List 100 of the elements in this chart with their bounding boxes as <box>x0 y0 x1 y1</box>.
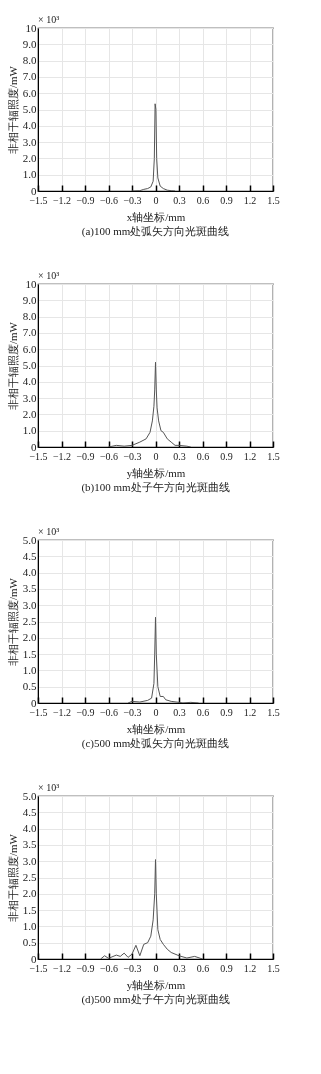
y-tick-label: 9.0 <box>22 293 37 306</box>
y-tick-label: 1.0 <box>22 663 37 676</box>
x-tick-label: 0 <box>153 450 159 462</box>
y-tick-label: 7.0 <box>22 326 37 339</box>
x-tick-label: 0.9 <box>220 194 233 206</box>
y-tick-label: 3.5 <box>22 582 37 595</box>
x-tick-label: 1.5 <box>267 706 280 718</box>
y-tick-label: 3.0 <box>22 598 37 611</box>
y-tick-label: 2.0 <box>22 631 37 644</box>
text: (d)500 mm处子午方向光斑曲线 <box>81 993 230 1006</box>
y-tick-label: 10 <box>25 21 37 34</box>
x-axis-title: x轴坐标/mm <box>126 722 186 735</box>
x-tick-label: −1.2 <box>52 706 72 718</box>
y-tick-label: 3.5 <box>22 838 37 851</box>
x-tick-label: −0.6 <box>99 962 119 974</box>
x-tick-label: −0.9 <box>76 706 95 718</box>
x-tick-label: 0 <box>153 962 159 974</box>
y-tick-label: 7.0 <box>22 70 37 83</box>
y-tick-label: 2.5 <box>22 615 37 627</box>
y-tick-label: 1.0 <box>22 424 37 437</box>
y-tick-label: 2.0 <box>22 887 37 900</box>
x-tick-label: 0.3 <box>173 194 186 206</box>
y-axis-title: 非相干辐照度/mW <box>6 577 19 666</box>
x-tick-label: 0.6 <box>196 962 210 974</box>
y-tick-label: 8.0 <box>22 54 37 67</box>
x-tick-label: 1.2 <box>243 706 257 718</box>
y-tick-label: 5.0 <box>22 789 37 802</box>
x-tick-label: 0.3 <box>173 706 186 718</box>
text: (a)100 mm处弧矢方向光斑曲线 <box>81 225 230 238</box>
x-tick-label: 0.9 <box>220 450 233 462</box>
x-tick-label: −0.3 <box>123 194 142 206</box>
x-tick-label: 0 <box>153 194 159 206</box>
y-tick-label: 5.0 <box>22 359 37 371</box>
y-tick-label: 5.0 <box>22 103 37 115</box>
x-tick-label: −1.5 <box>29 962 48 974</box>
x-tick-label: −1.2 <box>52 450 72 462</box>
y-tick-label: 3.0 <box>22 135 37 148</box>
y-tick-label: 4.0 <box>22 375 37 388</box>
y-tick-label: 9.0 <box>22 37 37 50</box>
line-series <box>131 103 176 191</box>
y-tick-label: 8.0 <box>22 310 37 323</box>
x-tick-label: 0 <box>153 706 159 718</box>
x-axis-title: x轴坐标/mm <box>126 210 186 223</box>
x-tick-label: −1.5 <box>29 706 48 718</box>
text: × 10³ <box>38 14 60 25</box>
x-tick-label: −1.2 <box>52 194 72 206</box>
y-tick-label: 6.0 <box>22 342 37 355</box>
y-tick-label: 1.5 <box>22 647 37 660</box>
y-tick-label: 0.5 <box>22 936 37 949</box>
x-tick-label: −0.3 <box>123 962 142 974</box>
y-tick-label: 0 <box>31 952 37 965</box>
text: (b)100 mm处子午方向光斑曲线 <box>81 481 230 494</box>
y-tick-label: 0 <box>31 696 37 709</box>
x-tick-label: 0.6 <box>196 450 210 462</box>
y-axis-title: 非相干辐照度/mW <box>6 65 19 154</box>
x-tick-label: 0.9 <box>220 962 233 974</box>
x-tick-label: −0.9 <box>76 194 95 206</box>
x-tick-label: 0.3 <box>173 450 186 462</box>
x-tick-label: 0.6 <box>196 706 210 718</box>
y-tick-label: 3.0 <box>22 854 37 867</box>
x-tick-label: 1.2 <box>243 962 257 974</box>
text: (c)500 mm处弧矢方向光斑曲线 <box>81 737 230 750</box>
y-tick-label: 2.0 <box>22 407 37 420</box>
x-tick-label: −1.5 <box>29 450 48 462</box>
x-tick-label: 0.3 <box>173 962 186 974</box>
x-axis-title: y轴坐标/mm <box>126 466 186 479</box>
line-series <box>108 361 192 447</box>
y-tick-label: 1.0 <box>22 919 37 932</box>
y-tick-label: 2.0 <box>22 151 37 164</box>
x-tick-label: −0.3 <box>123 450 142 462</box>
x-tick-label: −0.9 <box>76 962 95 974</box>
y-tick-label: 3.0 <box>22 391 37 404</box>
y-tick-label: 4.5 <box>22 549 37 562</box>
line-series <box>100 859 203 959</box>
y-axis-title: 非相干辐照度/mW <box>6 321 19 410</box>
x-tick-label: 1.2 <box>243 194 257 206</box>
y-tick-label: 4.5 <box>22 805 37 818</box>
x-tick-label: 1.2 <box>243 450 257 462</box>
y-tick-label: 0 <box>31 184 37 197</box>
y-tick-label: 0 <box>31 440 37 453</box>
x-tick-label: −0.6 <box>99 450 119 462</box>
y-tick-label: 0.5 <box>22 680 37 693</box>
y-tick-label: 4.0 <box>22 822 37 835</box>
y-tick-label: 4.0 <box>22 566 37 579</box>
y-tick-label: 2.5 <box>22 871 37 883</box>
x-tick-label: 1.5 <box>267 194 280 206</box>
text: × 10³ <box>38 782 60 793</box>
x-tick-label: −1.5 <box>29 194 48 206</box>
x-tick-label: 1.5 <box>267 962 280 974</box>
y-tick-label: 5.0 <box>22 533 37 546</box>
x-tick-label: 0.6 <box>196 194 210 206</box>
y-tick-label: 6.0 <box>22 86 37 99</box>
x-tick-label: 1.5 <box>267 450 280 462</box>
x-tick-label: −0.6 <box>99 706 119 718</box>
x-tick-label: −0.9 <box>76 450 95 462</box>
y-tick-label: 1.0 <box>22 168 37 181</box>
x-tick-label: −1.2 <box>52 962 72 974</box>
x-tick-label: −0.6 <box>99 194 119 206</box>
y-tick-label: 4.0 <box>22 119 37 132</box>
x-axis-title: y轴坐标/mm <box>126 978 186 991</box>
